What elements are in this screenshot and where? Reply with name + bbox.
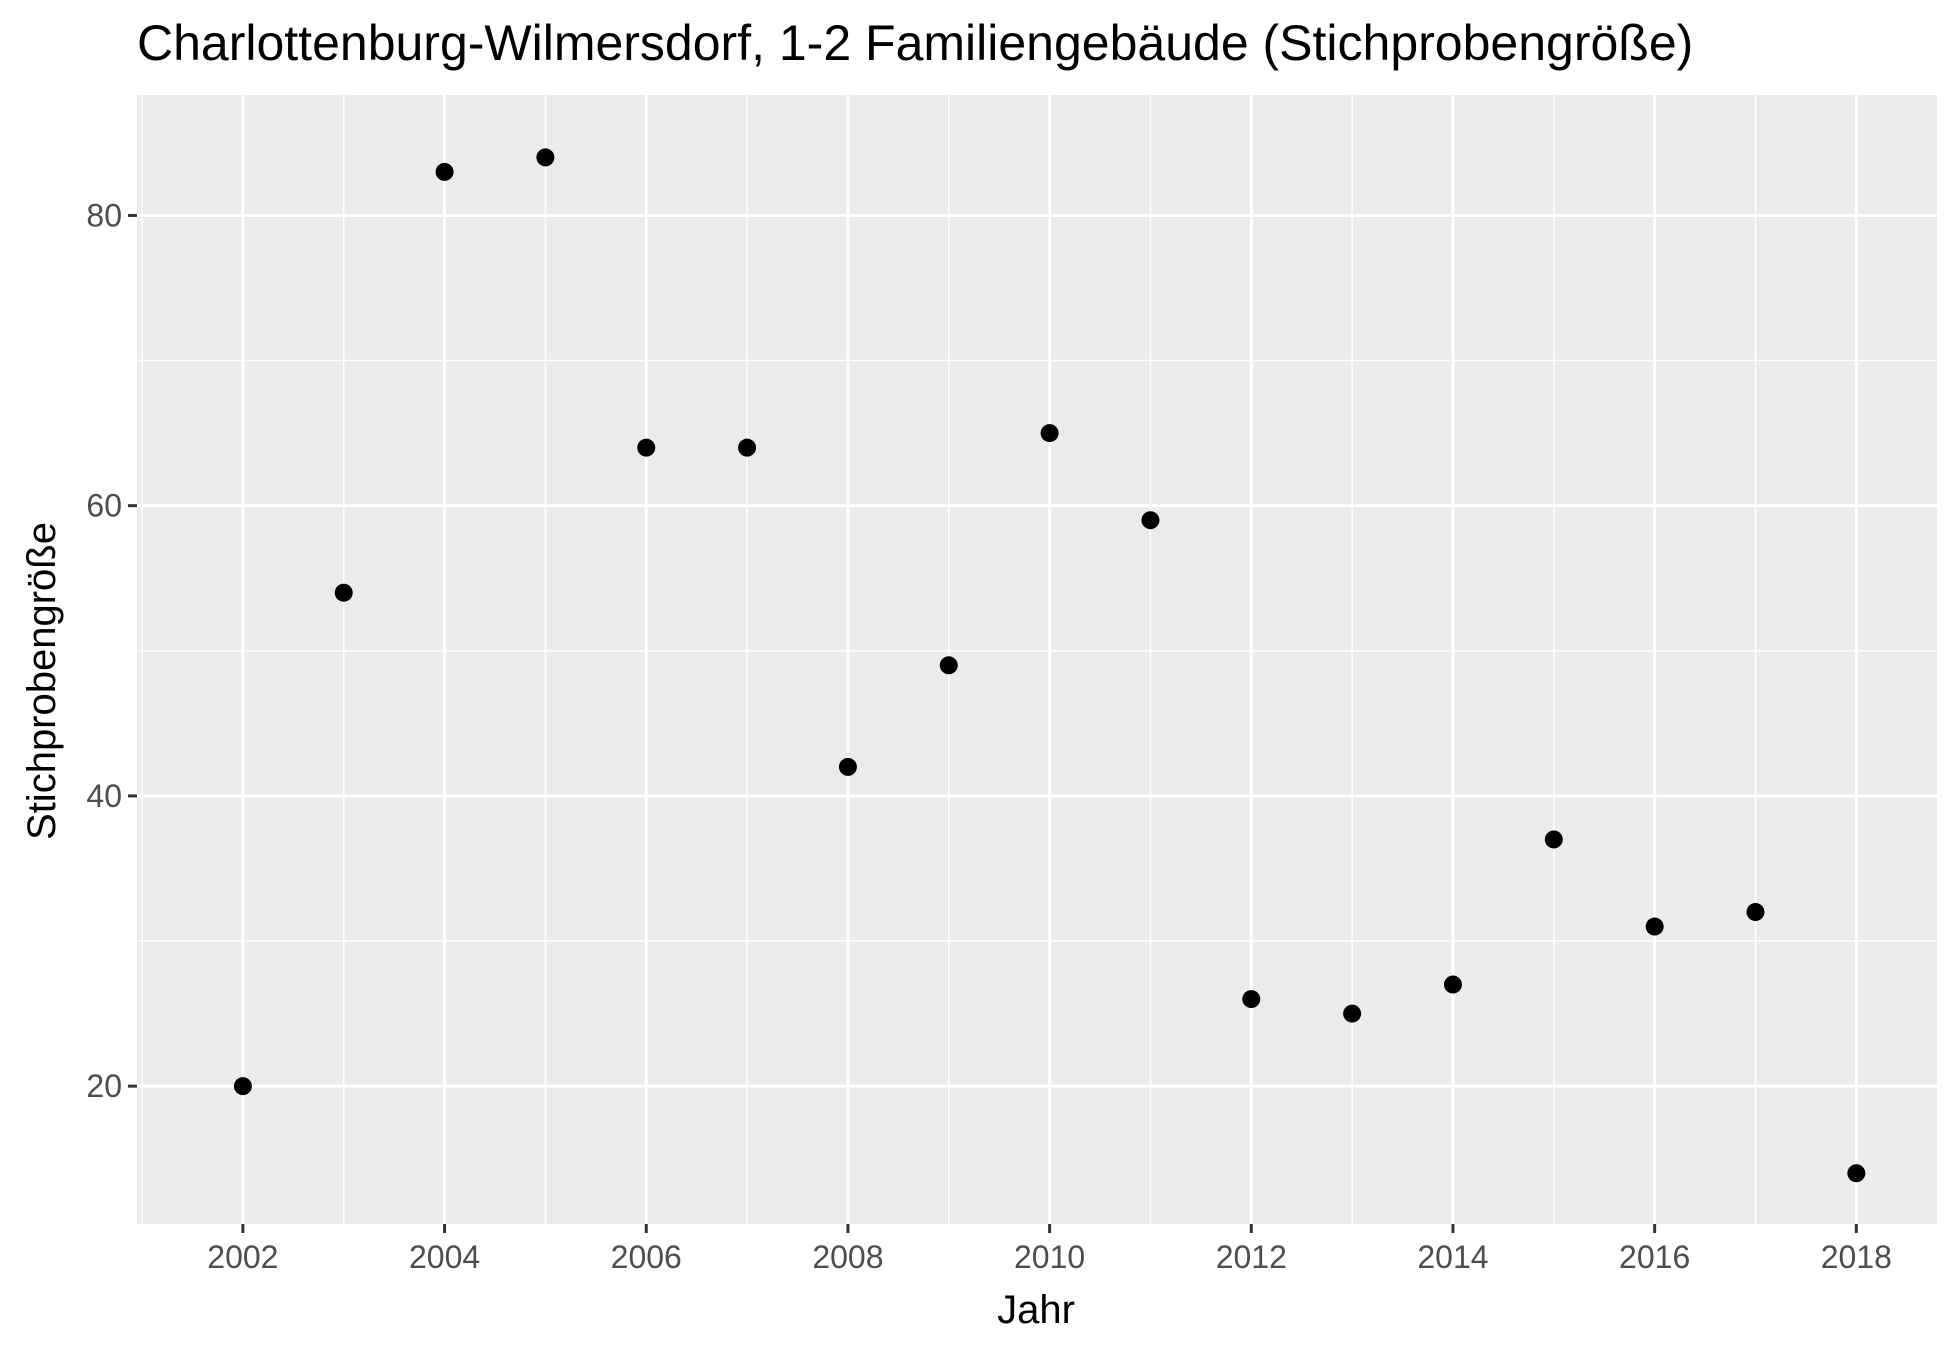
x-tick-label: 2010 xyxy=(1014,1239,1085,1275)
data-point xyxy=(536,148,555,167)
data-point xyxy=(1343,1004,1362,1023)
data-point xyxy=(334,583,353,602)
x-tick-label: 2004 xyxy=(409,1239,480,1275)
y-axis: 20 40 60 80 xyxy=(86,197,137,1104)
y-axis-title: Stichprobengröße xyxy=(20,522,64,840)
data-point xyxy=(1746,903,1765,922)
x-tick-label: 2018 xyxy=(1821,1239,1892,1275)
y-tick-label: 40 xyxy=(86,778,122,814)
plot-panel xyxy=(137,95,1937,1224)
data-point xyxy=(838,757,857,776)
data-point xyxy=(637,438,656,457)
data-point xyxy=(1040,424,1059,443)
data-point xyxy=(1443,975,1462,994)
data-point xyxy=(1242,990,1261,1009)
y-tick-label: 20 xyxy=(86,1068,122,1104)
x-tick-label: 2014 xyxy=(1417,1239,1488,1275)
data-point xyxy=(435,162,454,181)
data-points xyxy=(233,148,1866,1183)
data-point xyxy=(233,1077,252,1096)
data-point xyxy=(738,438,757,457)
x-tick-label: 2012 xyxy=(1216,1239,1287,1275)
data-point xyxy=(1141,511,1160,530)
x-tick-label: 2008 xyxy=(812,1239,883,1275)
data-point xyxy=(939,656,958,675)
y-tick-label: 80 xyxy=(86,197,122,233)
data-point xyxy=(1544,830,1563,849)
x-tick-label: 2016 xyxy=(1619,1239,1690,1275)
y-tick-label: 60 xyxy=(86,488,122,524)
x-tick-label: 2002 xyxy=(207,1239,278,1275)
x-axis: 2002 2004 2006 2008 2010 2012 2014 2016 2018 xyxy=(207,1224,1892,1275)
x-axis-title: Jahr xyxy=(997,1288,1075,1332)
chart-title: Charlottenburg-Wilmersdorf, 1-2 Familien… xyxy=(137,15,1693,71)
x-tick-label: 2006 xyxy=(611,1239,682,1275)
data-point xyxy=(1847,1164,1866,1183)
major-gridlines xyxy=(137,95,1937,1224)
data-point xyxy=(1645,917,1664,936)
